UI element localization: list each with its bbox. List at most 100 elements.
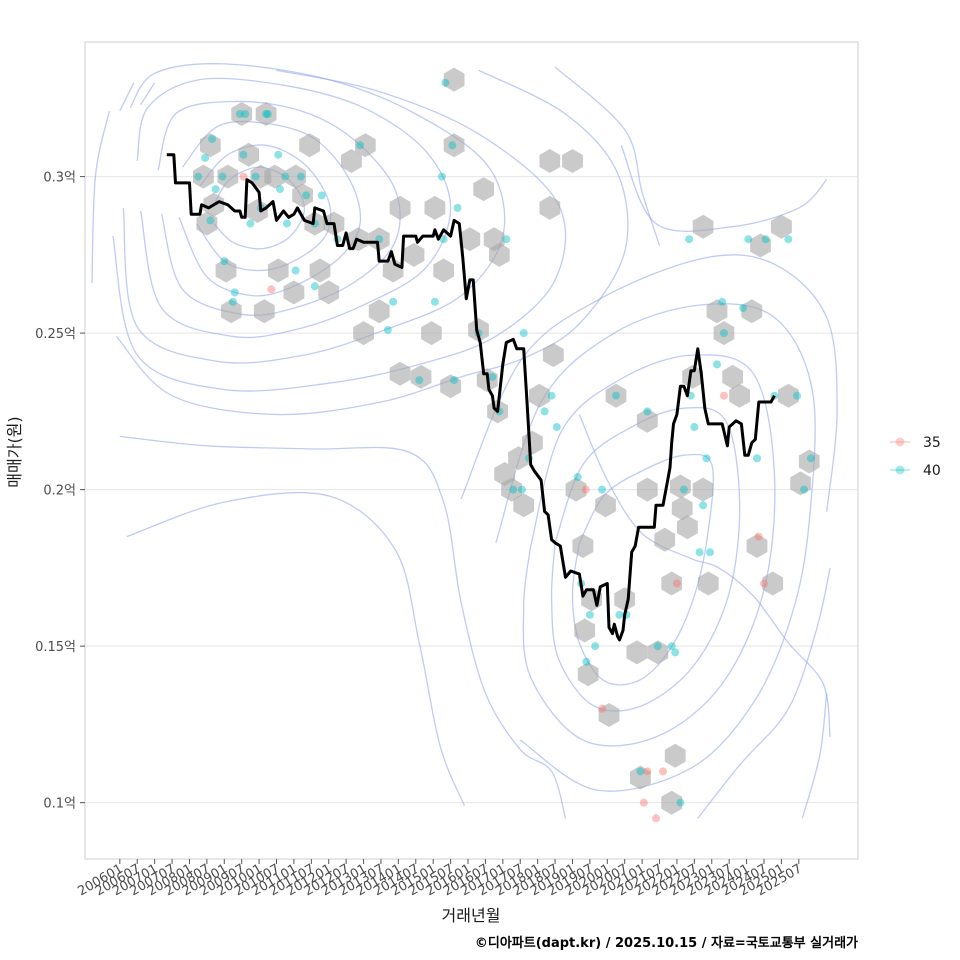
trend-line [166, 153, 776, 642]
hexbin-cell [354, 133, 376, 158]
hexbin-cell [389, 195, 411, 220]
hexbin-cell [196, 211, 218, 236]
plot-panel [84, 41, 859, 860]
point-40 [310, 282, 319, 291]
point-40 [676, 798, 685, 807]
y-tick-label: 0.3억 [43, 171, 76, 186]
point-40 [552, 423, 561, 432]
contour-line [550, 406, 741, 712]
point-40 [317, 191, 326, 200]
point-40 [719, 329, 728, 338]
contour-line [112, 69, 567, 392]
point-40 [439, 235, 448, 244]
point-40 [239, 150, 248, 159]
legend-label-40: 40 [923, 463, 941, 479]
point-40 [685, 235, 694, 244]
point-40 [220, 257, 229, 266]
point-40 [547, 391, 556, 400]
contour-line [136, 77, 452, 339]
point-40 [753, 454, 762, 463]
hexbin-cell [798, 449, 820, 474]
point-40 [712, 360, 721, 369]
point-40 [739, 304, 748, 313]
hexbin-cell [193, 164, 214, 189]
hexbin-cell [682, 364, 703, 389]
hexbin-cell [283, 280, 305, 305]
hexbin-cell [671, 496, 693, 521]
hexbin-cell [513, 493, 535, 518]
point-40 [241, 109, 250, 118]
hexbin-cell [309, 258, 331, 283]
hexbin-cell [433, 258, 454, 283]
hexbin-cell [443, 133, 465, 158]
y-tick-label: 0.2억 [43, 484, 76, 499]
contour-line [495, 303, 816, 792]
point-40 [690, 423, 699, 432]
point-40 [806, 454, 815, 463]
hexbin-cell [247, 199, 268, 223]
point-40 [228, 297, 237, 306]
point-35 [659, 767, 668, 776]
point-40 [540, 407, 549, 416]
x-axis: 2006012006072007012007072008012008072009… [75, 859, 805, 899]
hexbin-cell [750, 233, 771, 258]
hexbin-cell [539, 149, 561, 173]
hexbin-cell [508, 446, 529, 471]
point-35 [759, 579, 768, 588]
hexbin-cell [572, 534, 594, 558]
point-40 [275, 185, 284, 194]
hexbin-cell [200, 133, 221, 158]
point-40 [519, 329, 528, 338]
hexbin-cell [729, 383, 750, 408]
point-40 [706, 548, 715, 557]
point-40 [230, 288, 239, 297]
point-40 [573, 473, 582, 482]
point-40 [281, 172, 290, 181]
hexbin-cell [692, 214, 714, 239]
hexbin-cell [692, 477, 714, 502]
y-axis-title: 매매가(원) [5, 416, 24, 487]
hexbin-cell [529, 383, 550, 408]
point-35 [643, 767, 652, 776]
legend-label-35: 35 [923, 435, 941, 451]
point-35 [639, 798, 648, 807]
point-40 [800, 485, 809, 494]
hexbin-cell [697, 571, 719, 596]
hexbin-cell [238, 142, 259, 167]
point-40 [194, 172, 203, 181]
point-40 [679, 485, 688, 494]
point-40 [598, 485, 607, 494]
contour-line [554, 66, 661, 246]
trend-line-layer [166, 153, 776, 642]
point-40 [262, 109, 271, 118]
point-40 [453, 203, 462, 212]
hexbin-cell [577, 662, 599, 687]
hexbin-cell [368, 299, 390, 324]
hexbin-cell [654, 527, 676, 552]
hexbin-cell [626, 640, 648, 665]
point-35 [754, 532, 763, 541]
hexbin-cell [771, 214, 792, 239]
hexbin-cell [661, 571, 683, 596]
hexbin-cell [489, 242, 510, 267]
point-40 [702, 454, 711, 463]
point-40 [582, 657, 591, 666]
contour-line [460, 254, 838, 512]
point-40 [585, 610, 594, 619]
point-40 [448, 141, 457, 150]
point-40 [636, 767, 645, 776]
hexbin-cell [292, 183, 313, 208]
hexbin-cell [255, 102, 277, 126]
point-40 [208, 135, 217, 144]
point-35 [581, 485, 590, 494]
hexbin-cell [661, 790, 683, 815]
hexbin-cell [253, 299, 275, 324]
y-tick-label: 0.15억 [35, 640, 76, 655]
legend: 35 40 [890, 435, 941, 479]
point-40 [415, 376, 424, 385]
hexbin-cell [443, 67, 465, 92]
contour-line [620, 145, 828, 232]
point-40 [615, 610, 624, 619]
hexbin-cell [440, 374, 461, 399]
